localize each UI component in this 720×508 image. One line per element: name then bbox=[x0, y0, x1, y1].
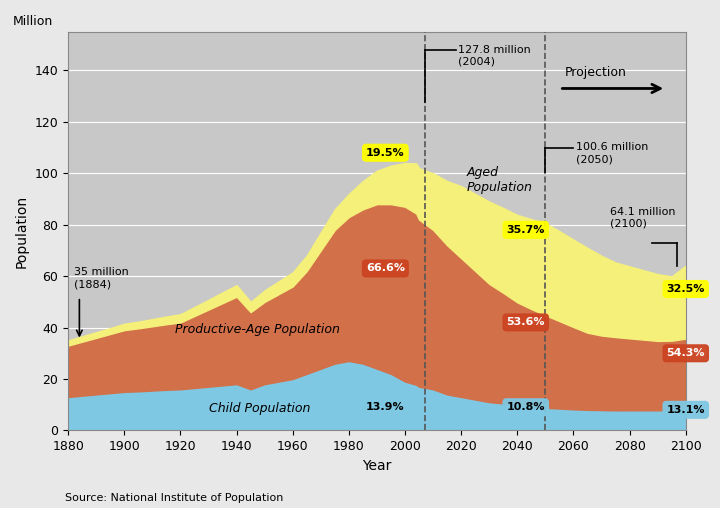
Text: 64.1 million
(2100): 64.1 million (2100) bbox=[610, 207, 675, 228]
Text: 10.8%: 10.8% bbox=[506, 402, 545, 412]
Text: Million: Million bbox=[12, 15, 53, 28]
Text: 100.6 million
(2050): 100.6 million (2050) bbox=[576, 142, 649, 164]
Text: 13.9%: 13.9% bbox=[366, 402, 405, 412]
Text: 35 million
(1884): 35 million (1884) bbox=[73, 267, 128, 289]
Text: 35.7%: 35.7% bbox=[507, 225, 545, 235]
Text: 54.3%: 54.3% bbox=[667, 348, 705, 358]
Text: 13.1%: 13.1% bbox=[667, 405, 705, 415]
Text: 32.5%: 32.5% bbox=[667, 284, 705, 294]
Text: Aged
Population: Aged Population bbox=[467, 166, 533, 194]
Text: 127.8 million
(2004): 127.8 million (2004) bbox=[459, 45, 531, 67]
Text: 66.6%: 66.6% bbox=[366, 264, 405, 273]
Text: Productive-Age Population: Productive-Age Population bbox=[175, 323, 340, 336]
Text: Child Population: Child Population bbox=[209, 402, 310, 416]
X-axis label: Year: Year bbox=[362, 459, 392, 472]
Text: 53.6%: 53.6% bbox=[506, 318, 545, 328]
Text: Source: National Institute of Population: Source: National Institute of Population bbox=[65, 493, 283, 503]
Text: 19.5%: 19.5% bbox=[366, 148, 405, 158]
Text: Projection: Projection bbox=[565, 66, 627, 79]
Y-axis label: Population: Population bbox=[15, 195, 29, 268]
